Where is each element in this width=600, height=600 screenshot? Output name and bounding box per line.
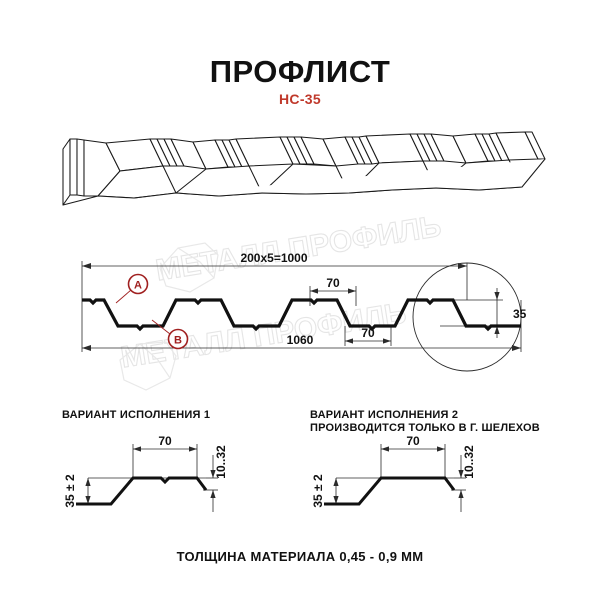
dim-overall-width: 1060 bbox=[287, 333, 314, 347]
material-thickness-note: ТОЛЩИНА МАТЕРИАЛА 0,45 - 0,9 ММ bbox=[176, 549, 424, 564]
callout-b-label: B bbox=[174, 335, 182, 347]
dim-bottom-flange: 70 bbox=[361, 326, 375, 340]
variant-1-title: ВАРИАНТ ИСПОЛНЕНИЯ 1 bbox=[62, 409, 211, 421]
dim-height: 35 bbox=[513, 307, 527, 321]
watermark-text: МЕТАЛЛ ПРОФИЛЬ bbox=[154, 210, 444, 288]
cross-section-profile bbox=[82, 298, 521, 332]
variant-2-detail: 70 35 ± 2 10..32 bbox=[311, 434, 476, 512]
variant-2-note: ПРОИЗВОДИТСЯ ТОЛЬКО В Г. ШЕЛЕХОВ bbox=[310, 422, 540, 434]
cross-section-view: A B 200x5=1000 1060 70 70 35 bbox=[81, 251, 527, 372]
dim-pitch-total: 200x5=1000 bbox=[240, 251, 307, 265]
variant-2-dim-flange: 70 bbox=[406, 434, 420, 448]
variant-1-dim-height: 35 ± 2 bbox=[63, 474, 77, 508]
variant-2-dim-edge: 10..32 bbox=[462, 445, 476, 479]
watermark-logo-icon bbox=[119, 242, 219, 391]
product-model: НС-35 bbox=[279, 91, 321, 107]
variant-1-detail: 70 35 ± 2 10..32 bbox=[63, 434, 228, 512]
dim-top-flange: 70 bbox=[326, 276, 340, 290]
callout-a-label: A bbox=[134, 280, 142, 292]
callout-b: B bbox=[151, 319, 189, 350]
watermark-group: МЕТАЛЛ ПРОФИЛЬ МЕТАЛЛ ПРОФИЛЬ bbox=[118, 209, 444, 391]
variant-2-dim-height: 35 ± 2 bbox=[311, 474, 325, 508]
isometric-profile-view bbox=[62, 131, 546, 206]
variant-1-dim-edge: 10..32 bbox=[214, 445, 228, 479]
variant-2-profile bbox=[324, 476, 456, 506]
variant-1-dim-flange: 70 bbox=[158, 434, 172, 448]
variant-1-profile bbox=[76, 476, 208, 506]
callout-a: A bbox=[115, 273, 149, 304]
page-title: ПРОФЛИСТ bbox=[209, 54, 391, 89]
variant-2-title: ВАРИАНТ ИСПОЛНЕНИЯ 2 bbox=[310, 409, 459, 421]
dimension-arrows bbox=[82, 263, 521, 351]
